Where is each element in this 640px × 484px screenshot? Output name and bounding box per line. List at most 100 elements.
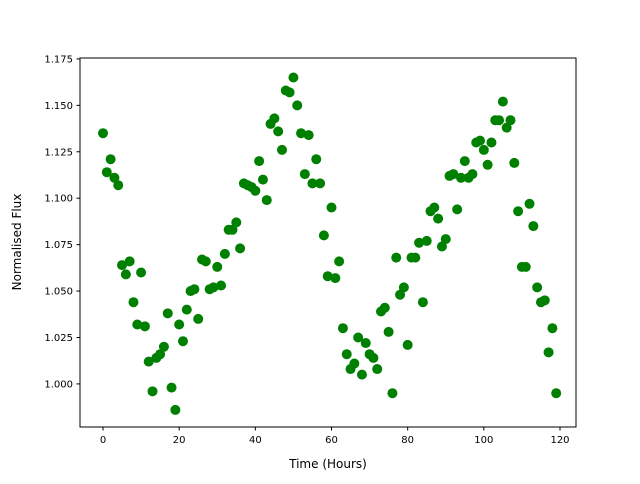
y-tick-label: 1.025 bbox=[44, 333, 73, 344]
data-point bbox=[128, 297, 139, 308]
data-point bbox=[417, 297, 428, 308]
data-point bbox=[136, 267, 147, 278]
data-point bbox=[231, 217, 242, 228]
x-tick-label: 0 bbox=[100, 435, 106, 446]
y-tick-label: 1.050 bbox=[44, 287, 73, 298]
data-point bbox=[414, 237, 425, 248]
data-point bbox=[132, 319, 143, 330]
data-point bbox=[501, 122, 512, 133]
data-point bbox=[311, 154, 322, 165]
data-point bbox=[303, 130, 314, 141]
y-tick-label: 1.175 bbox=[44, 54, 73, 65]
y-tick-label: 1.075 bbox=[44, 240, 73, 251]
data-point bbox=[318, 230, 329, 241]
data-point bbox=[162, 308, 173, 319]
data-point bbox=[543, 347, 554, 358]
data-point bbox=[387, 388, 398, 399]
data-point bbox=[402, 339, 413, 350]
data-point bbox=[421, 235, 432, 246]
data-point bbox=[459, 156, 470, 167]
data-points bbox=[98, 72, 562, 415]
data-point bbox=[349, 358, 360, 369]
x-tick-label: 80 bbox=[401, 435, 414, 446]
data-point bbox=[360, 338, 371, 349]
data-point bbox=[368, 352, 379, 363]
data-point bbox=[193, 313, 204, 324]
y-axis-label: Normalised Flux bbox=[10, 194, 24, 291]
data-point bbox=[139, 321, 150, 332]
data-point bbox=[326, 202, 337, 213]
data-point bbox=[330, 273, 341, 284]
y-tick-label: 1.125 bbox=[44, 147, 73, 158]
data-point bbox=[269, 113, 280, 124]
data-point bbox=[334, 256, 345, 267]
data-point bbox=[257, 174, 268, 185]
data-point bbox=[395, 289, 406, 300]
data-point bbox=[143, 356, 154, 367]
data-point bbox=[513, 206, 524, 217]
data-point bbox=[353, 332, 364, 343]
data-point bbox=[398, 282, 409, 293]
data-point bbox=[101, 167, 112, 178]
data-point bbox=[410, 252, 421, 263]
data-point bbox=[200, 256, 211, 267]
y-tick-label: 1.150 bbox=[44, 101, 73, 112]
data-point bbox=[250, 185, 261, 196]
data-point bbox=[147, 386, 158, 397]
data-point bbox=[452, 204, 463, 215]
data-point bbox=[436, 241, 447, 252]
data-point bbox=[288, 72, 299, 83]
x-tick-label: 100 bbox=[474, 435, 493, 446]
data-point bbox=[273, 126, 284, 137]
data-point bbox=[113, 180, 124, 191]
data-point bbox=[158, 341, 169, 352]
data-point bbox=[105, 154, 116, 165]
data-point bbox=[315, 178, 326, 189]
data-point bbox=[292, 100, 303, 111]
data-point bbox=[509, 157, 520, 168]
data-point bbox=[170, 404, 181, 415]
data-point bbox=[520, 261, 531, 272]
data-point bbox=[174, 319, 185, 330]
data-point bbox=[547, 323, 558, 334]
data-point bbox=[341, 349, 352, 360]
data-point bbox=[356, 369, 367, 380]
x-tick-label: 20 bbox=[173, 435, 186, 446]
data-point bbox=[532, 282, 543, 293]
data-point bbox=[448, 169, 459, 180]
data-point bbox=[494, 115, 505, 126]
data-point bbox=[455, 172, 466, 183]
data-point bbox=[181, 304, 192, 315]
axes-frame bbox=[79, 57, 577, 428]
x-axis-ticks: 0 20 40 60 80 100 120 bbox=[100, 427, 570, 446]
data-point bbox=[189, 284, 200, 295]
data-point bbox=[478, 144, 489, 155]
data-point bbox=[528, 221, 539, 232]
data-point bbox=[124, 256, 135, 267]
data-point bbox=[109, 172, 120, 183]
data-point bbox=[219, 248, 230, 259]
data-point bbox=[254, 156, 265, 167]
data-point bbox=[166, 382, 177, 393]
data-point bbox=[276, 144, 287, 155]
data-point bbox=[482, 159, 493, 170]
data-point bbox=[208, 282, 219, 293]
data-point bbox=[379, 302, 390, 313]
y-tick-label: 1.100 bbox=[44, 194, 73, 205]
data-point bbox=[322, 271, 333, 282]
data-point bbox=[177, 336, 188, 347]
data-point bbox=[486, 137, 497, 148]
data-point bbox=[391, 252, 402, 263]
data-point bbox=[284, 87, 295, 98]
data-point bbox=[307, 178, 318, 189]
x-tick-label: 60 bbox=[325, 435, 338, 446]
data-point bbox=[440, 234, 451, 245]
x-axis-label: Time (Hours) bbox=[288, 457, 367, 471]
data-point bbox=[296, 128, 307, 139]
y-tick-label: 1.000 bbox=[44, 379, 73, 390]
data-point bbox=[433, 213, 444, 224]
data-point bbox=[337, 323, 348, 334]
x-tick-label: 40 bbox=[249, 435, 262, 446]
